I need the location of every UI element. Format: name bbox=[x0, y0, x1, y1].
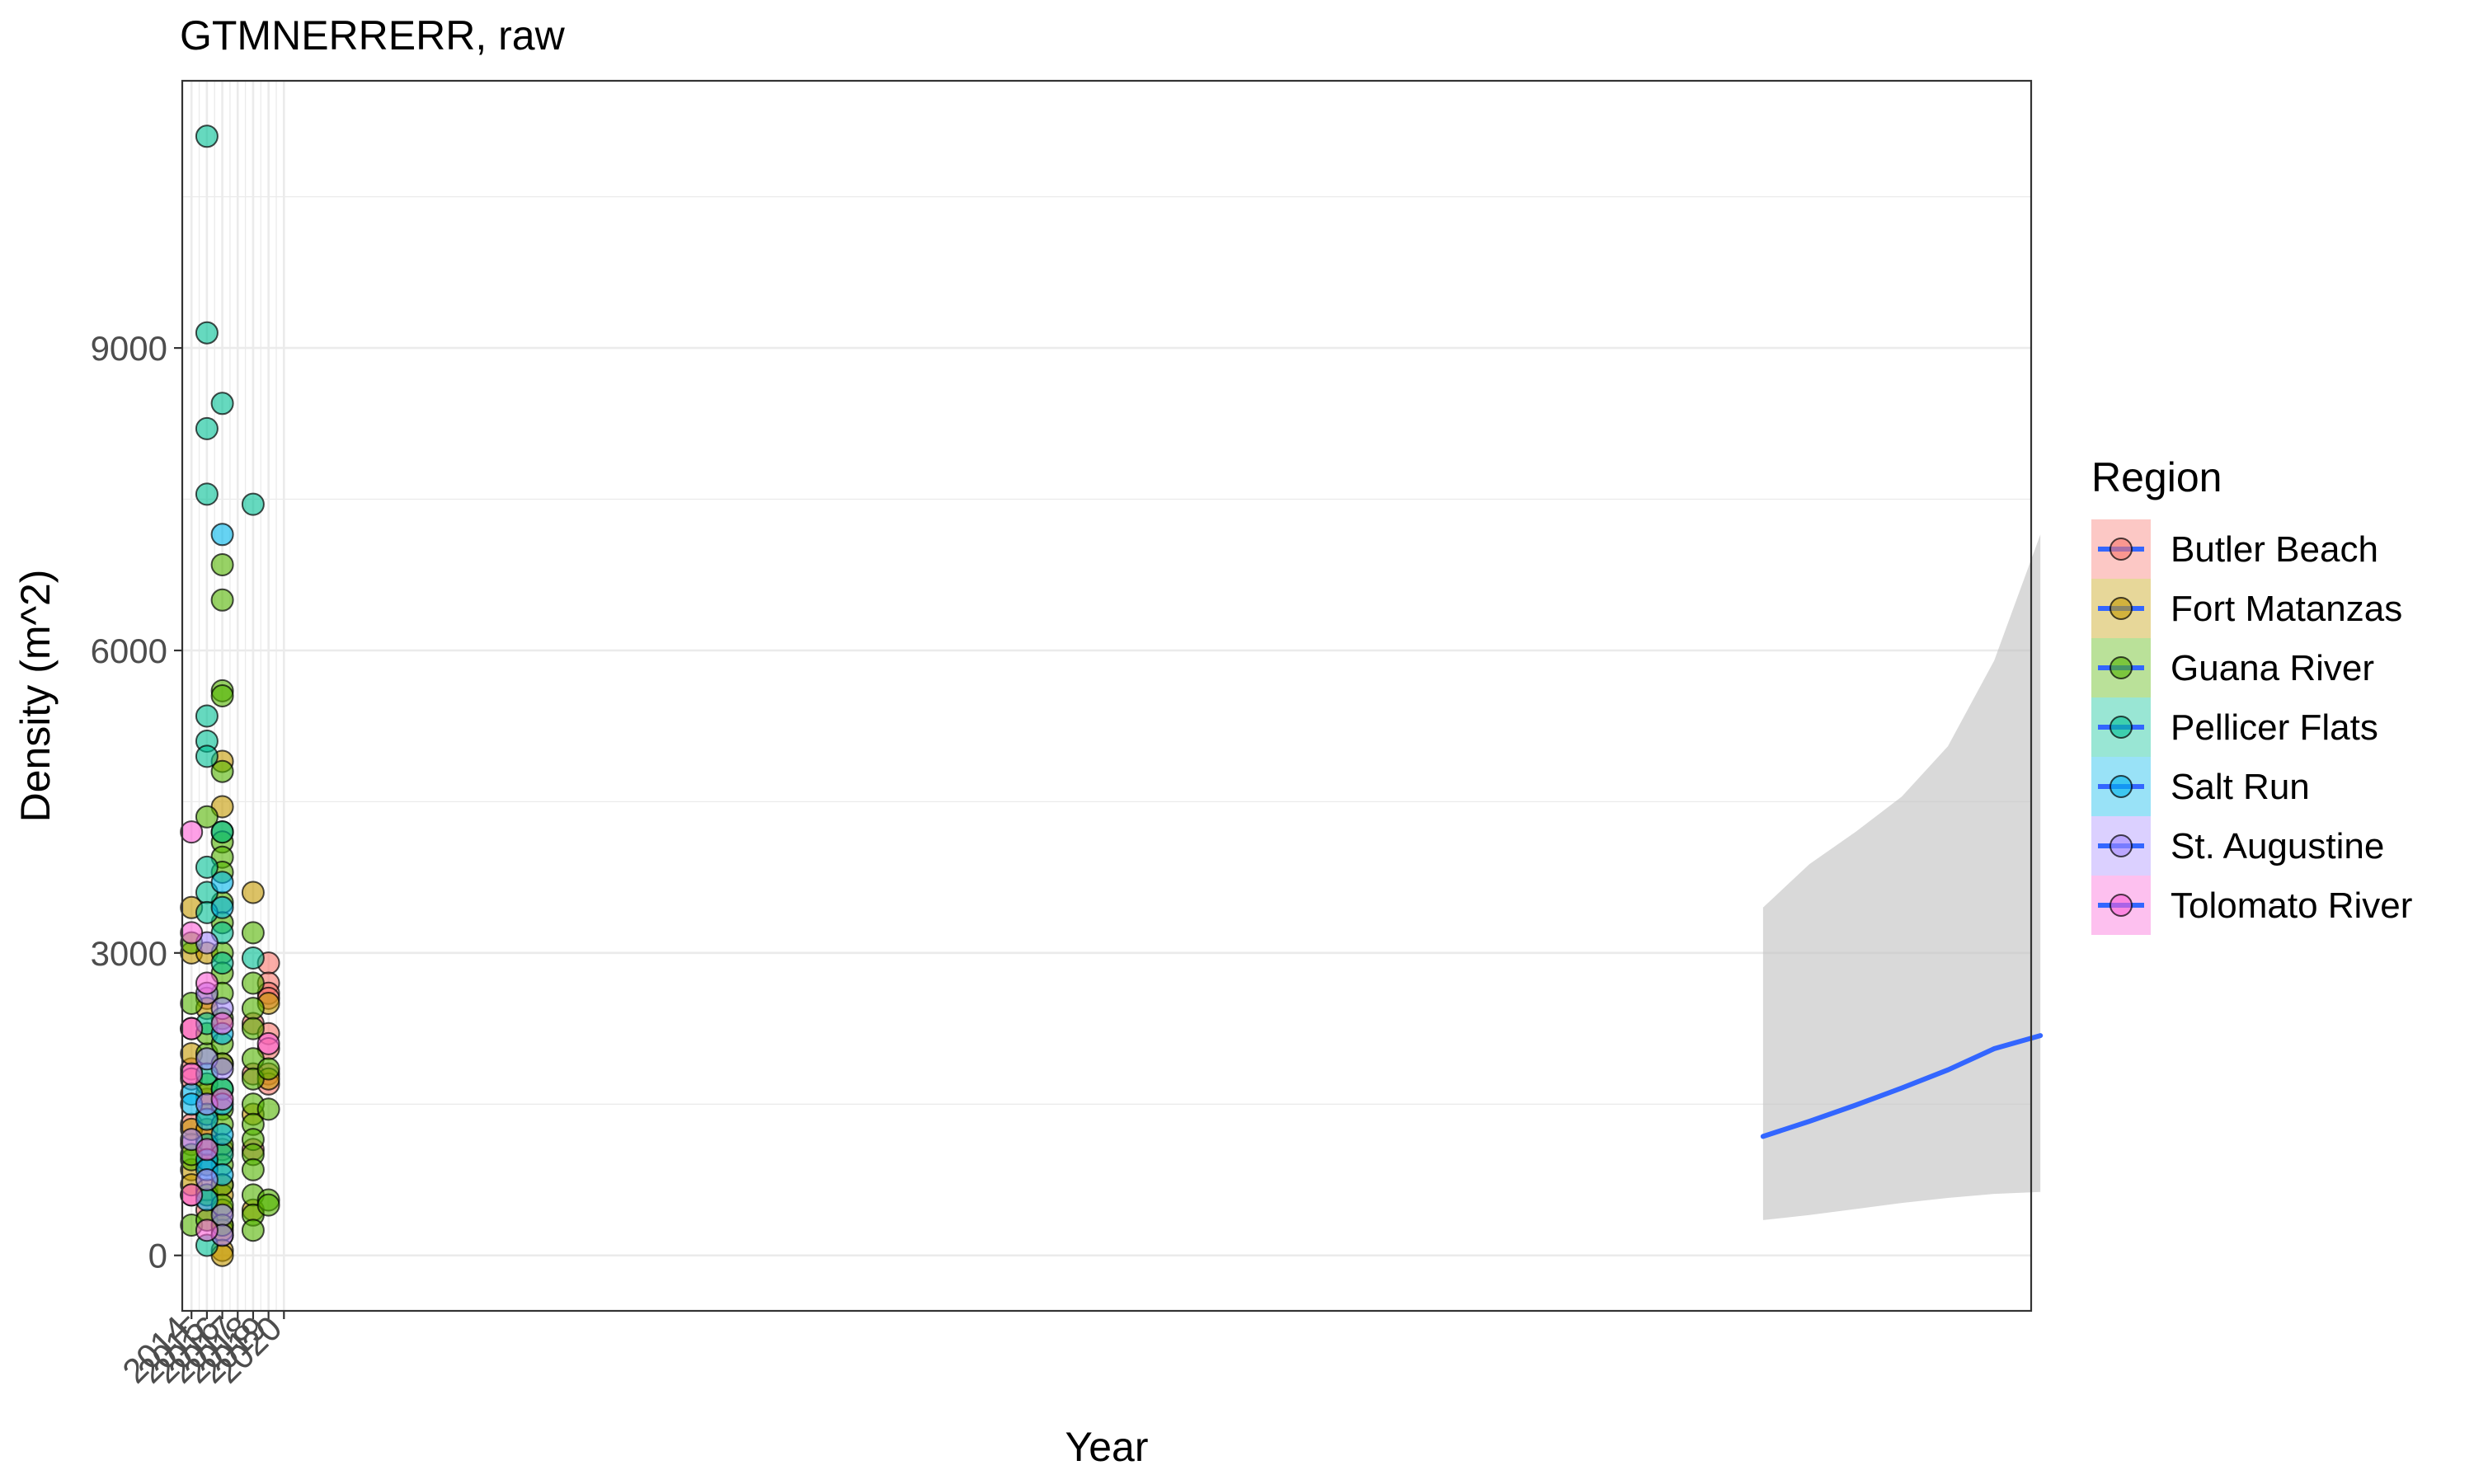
point-pellicer-flats bbox=[195, 704, 219, 728]
point-pellicer-flats bbox=[195, 321, 219, 345]
confidence-ribbon bbox=[1762, 534, 2041, 1220]
point-guana-river bbox=[241, 1219, 265, 1242]
point-pellicer-flats bbox=[210, 820, 234, 844]
point-tolomato-river bbox=[180, 1183, 204, 1207]
legend-point-fort-matanzas bbox=[2109, 597, 2133, 620]
legend-label-fort-matanzas: Fort Matanzas bbox=[2171, 589, 2402, 629]
point-guana-river bbox=[195, 805, 219, 829]
point-guana-river bbox=[241, 997, 265, 1021]
point-tolomato-river bbox=[180, 1017, 204, 1040]
legend-point-salt-run bbox=[2109, 775, 2133, 798]
y-tick-label: 3000 bbox=[91, 934, 167, 973]
legend-label-tolomato-river: Tolomato River bbox=[2171, 885, 2412, 926]
legend-point-guana-river bbox=[2109, 656, 2133, 679]
legend-label-st-augustine: St. Augustine bbox=[2171, 826, 2384, 866]
legend-point-tolomato-river bbox=[2109, 894, 2133, 917]
point-salt-run bbox=[210, 871, 234, 895]
point-salt-run bbox=[210, 523, 234, 547]
trend-line-path bbox=[1760, 1033, 2044, 1139]
y-tick-label: 9000 bbox=[91, 329, 167, 368]
point-st-augustine bbox=[210, 1057, 234, 1081]
y-tick-label: 6000 bbox=[91, 632, 167, 670]
point-pellicer-flats bbox=[210, 951, 234, 975]
point-pellicer-flats bbox=[241, 946, 265, 970]
point-pellicer-flats bbox=[195, 744, 219, 768]
point-pellicer-flats bbox=[195, 855, 219, 879]
point-guana-river bbox=[256, 1097, 280, 1121]
point-pellicer-flats bbox=[241, 492, 265, 516]
point-pellicer-flats bbox=[195, 124, 219, 148]
legend-point-st-augustine bbox=[2109, 834, 2133, 857]
point-tolomato-river bbox=[180, 820, 204, 844]
point-guana-river bbox=[241, 1158, 265, 1181]
legend-point-pellicer-flats bbox=[2109, 716, 2133, 739]
point-tolomato-river bbox=[210, 1087, 234, 1111]
y-tick-label: 0 bbox=[148, 1237, 167, 1275]
y-axis-title: Density (m^2) bbox=[12, 570, 59, 823]
point-pellicer-flats bbox=[195, 482, 219, 506]
point-fort-matanzas bbox=[241, 881, 265, 904]
legend-label-pellicer-flats: Pellicer Flats bbox=[2171, 707, 2378, 748]
legend-title: Region bbox=[2091, 454, 2222, 500]
point-guana-river bbox=[210, 759, 234, 783]
legend: Region Butler Beach Fort Matanzas Guana Ri… bbox=[2091, 454, 2412, 935]
point-guana-river bbox=[210, 553, 234, 576]
point-guana-river bbox=[241, 1017, 265, 1040]
point-salt-run bbox=[210, 895, 234, 919]
point-tolomato-river bbox=[210, 1012, 234, 1036]
point-tolomato-river bbox=[195, 1219, 219, 1242]
point-pellicer-flats bbox=[195, 416, 219, 440]
point-guana-river bbox=[256, 1193, 280, 1217]
trend-line bbox=[1760, 1033, 2044, 1139]
plot-border bbox=[181, 79, 2033, 1313]
chart-title: GTMNERRERR, raw bbox=[180, 12, 566, 59]
point-guana-river bbox=[241, 971, 265, 995]
confidence-band bbox=[1762, 534, 2041, 1220]
point-tolomato-river bbox=[180, 1062, 204, 1086]
point-guana-river bbox=[256, 1057, 280, 1081]
point-tolomato-river bbox=[180, 921, 204, 945]
point-st-augustine bbox=[195, 1168, 219, 1191]
point-guana-river bbox=[210, 684, 234, 707]
x-axis-title: Year bbox=[1065, 1424, 1148, 1470]
point-tolomato-river bbox=[256, 1031, 280, 1055]
plot-background bbox=[182, 81, 2031, 1311]
legend-point-butler-beach bbox=[2109, 538, 2133, 561]
legend-label-salt-run: Salt Run bbox=[2171, 767, 2310, 807]
data-points bbox=[180, 124, 280, 1267]
point-salt-run bbox=[210, 1123, 234, 1146]
plot-panel bbox=[180, 79, 2044, 1313]
point-guana-river bbox=[210, 588, 234, 612]
y-axis: 0 3000 6000 9000 bbox=[91, 329, 182, 1275]
legend-label-butler-beach: Butler Beach bbox=[2171, 529, 2378, 570]
point-tolomato-river bbox=[195, 1138, 219, 1162]
point-guana-river bbox=[241, 921, 265, 945]
point-tolomato-river bbox=[195, 971, 219, 995]
point-pellicer-flats bbox=[210, 392, 234, 416]
legend-label-guana-river: Guana River bbox=[2171, 648, 2374, 688]
